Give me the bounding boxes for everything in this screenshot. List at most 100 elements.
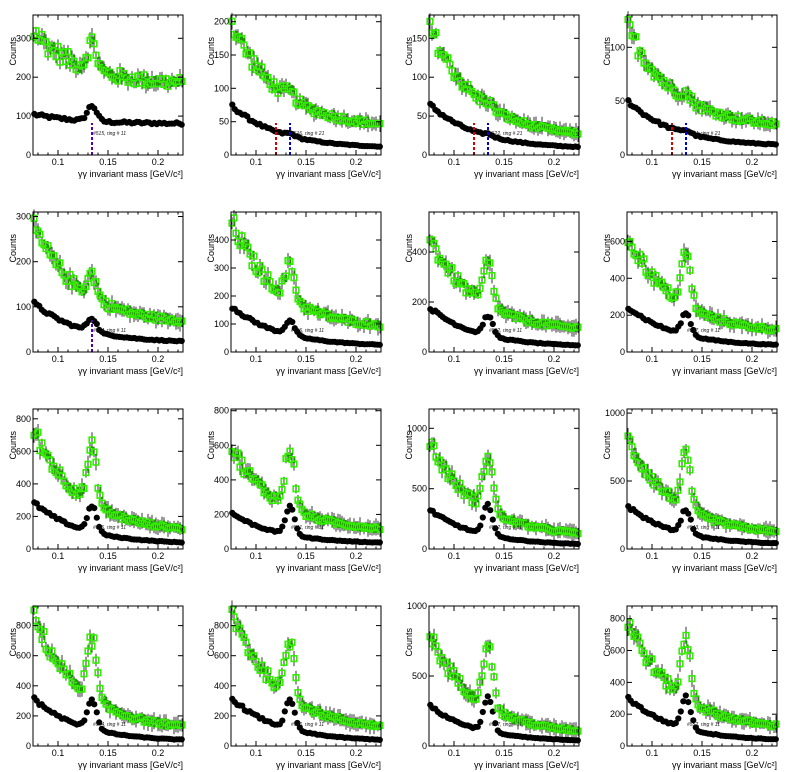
x-tick-label: 0.1 [646,748,659,758]
sig-point [772,527,780,536]
y-tick-label: 400 [412,247,427,257]
bkg-point [479,514,486,521]
sig-point [96,684,104,692]
sig-point [492,294,500,302]
sig-point [278,485,286,494]
bkg-point [489,516,496,523]
sig-point [430,633,438,641]
bkg-point [487,507,494,514]
x-axis-label: γγ invariant mass [GeV/c²] [474,563,579,573]
sig-point [90,448,98,456]
sig-point [30,214,38,222]
y-tick-label: 0 [422,544,427,554]
x-tick-label: 0.2 [746,748,759,758]
panel-annotation: #526, ring # 11 [291,328,324,334]
sig-point [478,276,486,284]
y-tick-label: 200 [610,310,625,320]
sig-point [44,242,52,250]
x-tick-label: 0.1 [52,748,65,758]
sig-point [244,243,252,251]
sig-point [628,243,636,251]
sig-point [628,443,636,451]
panel-annotation: #537, ring # 11 [687,328,720,334]
bkg-point [492,720,499,727]
y-tick-label: 800 [214,406,229,416]
panel-annotation: #543, ring # 11 [687,525,720,531]
sig-point [648,655,656,663]
bkg-point [685,699,692,706]
sig-point [574,323,582,331]
sig-point [456,77,464,85]
x-tick-label: 0.1 [448,551,461,561]
x-tick-label: 0.2 [350,354,363,364]
sig-point [648,472,656,481]
panel-annotation: #541, ring # 11 [291,525,324,531]
y-tick-label: 0 [620,741,625,751]
y-tick-label: 1000 [407,423,427,433]
bkg-point [376,341,383,348]
bkg-point [685,312,692,319]
x-axis-label: γγ invariant mass [GeV/c²] [672,366,777,376]
sig-point [282,651,290,659]
x-axis-label: γγ invariant mass [GeV/c²] [474,760,579,770]
y-axis-label: Counts [8,628,18,657]
x-tick-label: 0.2 [152,157,165,167]
x-tick-label: 0.1 [52,157,65,167]
sig-point [474,689,482,697]
sig-point [290,654,298,663]
panel-annotation: #542, ring # 11 [489,525,522,531]
sig-point [672,496,680,504]
y-axis-label: Counts [602,234,612,263]
sig-point [80,484,88,493]
y-tick-label: 0 [224,741,229,751]
sig-point [632,33,640,41]
panel-annotation: #544, ring # 11 [93,722,126,728]
sig-point [90,40,98,48]
panel-annotation: #552, ring # 11 [687,722,720,728]
sig-point [80,61,88,69]
bkg-point [239,702,246,709]
sig-point [42,38,50,46]
panel-3: #524, ring # 21 0.1 0.15 0.2 50 100 0 γγ invari… [602,11,780,179]
sig-point [480,267,488,275]
sig-point [258,265,266,273]
y-tick-label: 300 [16,212,31,222]
bkg-point [83,709,90,716]
sig-point [140,71,148,79]
sig-point [280,658,288,666]
x-tick-label: 0.15 [495,157,513,167]
y-tick-label: 0 [422,347,427,357]
sig-point [92,458,100,466]
bkg-point [489,320,496,328]
sig-point [376,525,384,534]
bkg-point [88,696,95,703]
y-tick-label: 100 [610,42,625,52]
y-tick-label: 400 [214,475,229,485]
bkg-point [574,342,581,349]
y-tick-label: 400 [16,479,31,489]
x-axis-label: γγ invariant mass [GeV/c²] [276,563,381,573]
bkg-point [492,525,499,532]
sig-point [674,486,682,494]
sig-point [476,484,484,493]
y-axis-label: Counts [602,37,612,66]
x-tick-label: 0.15 [693,157,711,167]
x-tick-label: 0.2 [350,748,363,758]
sig-point [436,456,444,464]
sig-point [664,487,672,495]
bkg-point [91,701,98,708]
x-tick-label: 0.15 [99,157,117,167]
sig-point [448,264,456,272]
sig-point [688,674,696,683]
panel-15: #552, ring # 11 0.1 0.15 0.2 200 400 600 800 0 γγ… [602,605,780,770]
sig-point [76,490,84,499]
y-tick-label: 0 [224,544,229,554]
panel-annotation: #515, ring # 11 [93,131,126,137]
x-tick-label: 0.1 [250,157,263,167]
x-axis-label: γγ invariant mass [GeV/c²] [78,760,183,770]
sig-point [376,120,384,128]
sig-point [486,259,494,267]
bkg-point [281,517,288,524]
sig-point [466,490,474,498]
sig-point [250,55,258,63]
